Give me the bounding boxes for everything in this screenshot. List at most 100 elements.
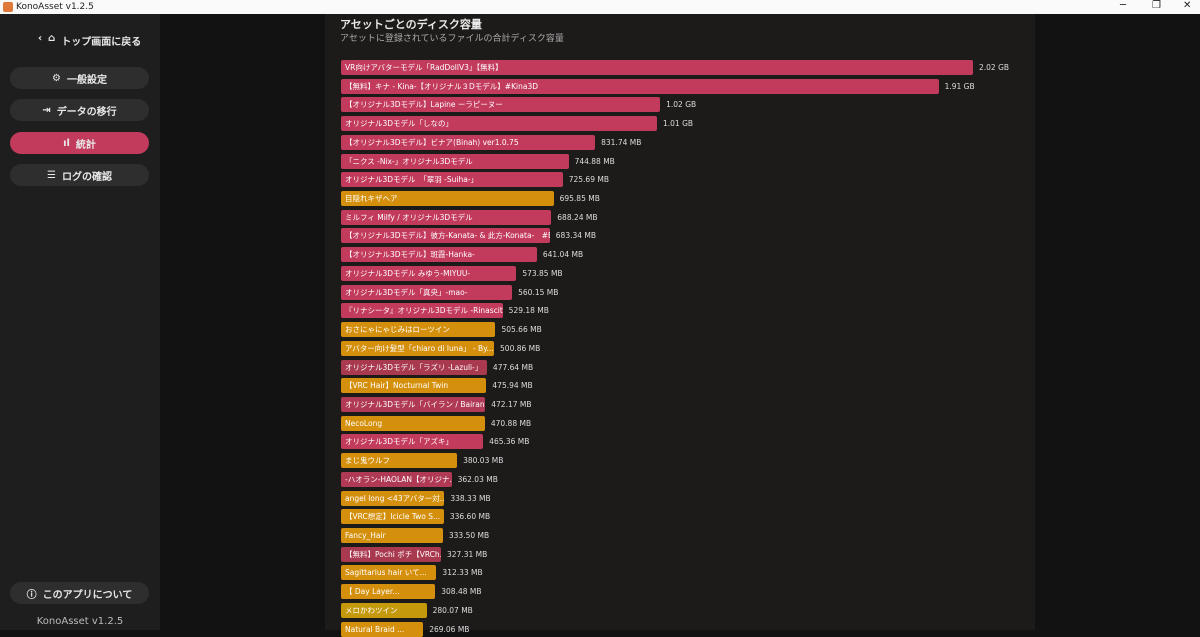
bar: オリジナル3Dモデル みゆう-MIYUU- [341, 265, 517, 281]
value-label: 472.17 MB [491, 399, 532, 409]
bar: おさにゃにゃじみはローツイン [341, 322, 496, 338]
value-label: 505.66 MB [501, 325, 542, 335]
bar-label: Sagittarius hair いて... [345, 568, 427, 578]
bar-label: オリジナル3Dモデル「ラズリ -Lazuli-」 [345, 362, 483, 372]
value-label: 688.24 MB [557, 212, 598, 222]
bar-label: オリジナル3Dモデル みゆう-MIYUU- [345, 268, 471, 278]
bar-label: オリジナル3Dモデル 「翠羽 -Suiha-」 [345, 175, 479, 185]
bar-label: 【VRC想定】Icicle Two S... [345, 512, 441, 522]
bar: 「ニクス -Nix-」オリジナル3Dモデル [341, 153, 569, 169]
value-label: 2.02 GB [979, 63, 1010, 72]
value-label: 475.94 MB [492, 381, 533, 391]
nav-logs[interactable]: ☰ ログの確認 [10, 164, 149, 186]
bar: 【VRC想定】Icicle Two S... [341, 509, 444, 525]
bar: アバター向け髪型「chiaro di luna」 - By... [341, 340, 495, 356]
bar-label: 目隠れキザヘア [345, 194, 398, 204]
bar-label: オリジナル3Dモデル「しなの」 [345, 119, 454, 129]
bar: 【VRC Hair】Nocturnal Twin [341, 378, 487, 394]
minimize[interactable]: ─ [1120, 0, 1127, 11]
bar-label: まじ鬼ウルフ [345, 456, 390, 466]
value-label: 560.15 MB [518, 287, 559, 297]
bar: オリジナル3Dモデル「バイラン / Bairan... [341, 396, 486, 412]
bar: オリジナル3Dモデル「しなの」 [341, 116, 657, 132]
bar-label: 【オリジナル3Dモデル】Lapine ーラピーヌー [345, 100, 503, 110]
bar-label: VR向けアバターモデル「RadDollV3」【無料】 [345, 63, 503, 72]
bar: NecoLong [341, 415, 485, 431]
value-label: 477.64 MB [492, 362, 534, 372]
value-label: 1.91 GB [944, 81, 975, 91]
back-label: トップ画面に戻る [61, 37, 142, 48]
bar-label: 【オリジナル3Dモデル】彼方-Kanata- & 此方-Konata- #BLU… [345, 231, 550, 241]
bar-label: おさにゃにゃじみはローツイン [345, 325, 450, 335]
value-label: 362.03 MB [457, 474, 498, 484]
bar: 【オリジナル3Dモデル】ビナア(Binah) ver1.0.75 [341, 134, 596, 150]
value-label: 333.50 MB [448, 531, 490, 540]
bar: 【オリジナル3Dモデル】斑霞-Hanka- [341, 247, 537, 263]
app-icon [3, 2, 13, 12]
chart-subtitle: アセットに登録されているファイルの合計ディスク容量 [340, 34, 564, 44]
value-label: 1.02 GB [666, 100, 697, 110]
value-label: 465.36 MB [489, 437, 530, 447]
bar: 【オリジナル3Dモデル】彼方-Kanata- & 此方-Konata- #BLU… [341, 228, 550, 244]
value-label: 338.33 MB [450, 493, 491, 503]
bar-label: NecoLong [345, 418, 383, 428]
bar: 【 Day Layer... [341, 584, 436, 600]
value-label: 280.07 MB [432, 605, 473, 615]
nav-label: 統計 [75, 139, 96, 151]
value-label: 683.34 MB [555, 231, 597, 241]
bar-label: オリジナル3Dモデル「バイラン / Bairan... [345, 399, 486, 409]
nav-stats[interactable]: ıl 統計 [10, 132, 149, 154]
close[interactable]: ✕ [1183, 0, 1192, 11]
back-link[interactable]: ‹ ⌂ トップ画面に戻る [38, 33, 142, 48]
nav-label: 一般設定 [66, 74, 107, 86]
bar: オリジナル3Dモデル「アズキ」 [341, 434, 484, 450]
bar: 【オリジナル3Dモデル】Lapine ーラピーヌー [341, 97, 661, 113]
bar: 『リナシータ』オリジナル3Dモデル -Rinascit... [341, 303, 503, 319]
value-label: 573.85 MB [522, 268, 563, 278]
bar-label: angel long <43アバター対... [345, 493, 445, 503]
bar-label: Natural Braid ... [345, 624, 405, 634]
bar-label: メロかわツイン [345, 605, 398, 615]
sidebar: ‹ ⌂ トップ画面に戻る ⚙ 一般設定 ⇥ データの移行 ıl 統計 ☰ ログの確認 ⓘ この… [0, 14, 160, 630]
bar-label: 【無料】キナ - Kina-【オリジナル３Dモデル】#Kina3D [345, 81, 538, 91]
value-label: 269.06 MB [429, 624, 470, 634]
bar-label: オリジナル3Dモデル「真央」-mao- [345, 287, 468, 297]
bar-label: Fancy_Hair [345, 531, 386, 540]
nav-about[interactable]: ⓘ このアプリについて [10, 582, 149, 604]
bar-label: 【オリジナル3Dモデル】斑霞-Hanka- [345, 250, 475, 260]
bar: オリジナル3Dモデル「ラズリ -Lazuli-」 [341, 359, 487, 375]
stats-panel: アセットごとのディスク容量 アセットに登録されているファイルの合計ディスク容量 … [325, 14, 1035, 637]
chart-title: アセットごとのディスク容量 [340, 18, 482, 31]
bar: オリジナル3Dモデル 「翠羽 -Suiha-」 [341, 172, 563, 188]
value-label: 744.88 MB [574, 156, 615, 166]
bar: 目隠れキザヘア [341, 191, 554, 207]
nav-settings[interactable]: ⚙ 一般設定 [10, 67, 149, 89]
bar: Fancy_Hair [341, 528, 443, 543]
bar-label: 【 Day Layer... [345, 587, 400, 597]
bar-label: 「ニクス -Nix-」オリジナル3Dモデル [345, 156, 473, 166]
bar: VR向けアバターモデル「RadDollV3」【無料】 [341, 60, 973, 75]
value-label: 380.03 MB [463, 456, 504, 466]
bar: Sagittarius hair いて... [341, 565, 437, 581]
window-title: KonoAsset v1.2.5 [16, 2, 94, 12]
value-label: 641.04 MB [542, 250, 584, 260]
bar: 【無料】キナ - Kina-【オリジナル３Dモデル】#Kina3D [341, 78, 939, 94]
version: KonoAsset v1.2.5 [36, 616, 124, 627]
nav-migrate[interactable]: ⇥ データの移行 [10, 99, 149, 121]
bar-label: オリジナル3Dモデル「アズキ」 [345, 437, 454, 447]
bar-label: -ハオラン-HAOLAN【オリジナ... [345, 474, 452, 484]
bar-label: 【オリジナル3Dモデル】ビナア(Binah) ver1.0.75 [345, 137, 519, 147]
value-label: 327.31 MB [447, 549, 488, 559]
maximize[interactable]: ❐ [1152, 0, 1161, 11]
value-label: 695.85 MB [559, 194, 600, 204]
bar: Natural Braid ... [341, 621, 424, 637]
title-bar: KonoAsset v1.2.5 ─ ❐ ✕ [0, 0, 1200, 14]
nav-label: ログの確認 [61, 171, 112, 183]
bar: ミルフィ Milfy / オリジナル3Dモデル [341, 209, 552, 225]
bar: angel long <43アバター対... [341, 490, 445, 506]
bar-label: 【VRC Hair】Nocturnal Twin [345, 381, 449, 391]
bar-label: 【無料】Pochi ポチ【VRCh... [345, 549, 441, 559]
value-label: 1.01 GB [663, 119, 694, 129]
nav-label: このアプリについて [42, 589, 133, 601]
